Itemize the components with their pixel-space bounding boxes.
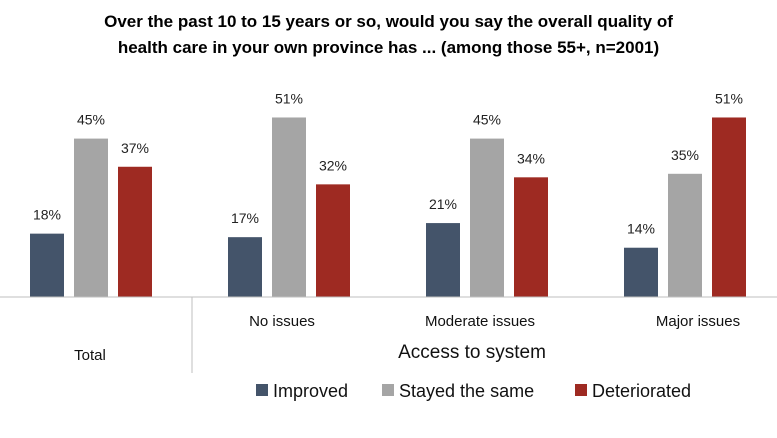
legend-label-improved: Improved: [273, 381, 348, 401]
value-label-total-deteriorated: 37%: [121, 140, 149, 156]
value-label-total-stayed-the-same: 45%: [77, 112, 105, 128]
bar-no-issues-deteriorated: [316, 184, 350, 297]
legend-label-deteriorated: Deteriorated: [592, 381, 691, 401]
bar-major-issues-improved: [624, 247, 658, 297]
bar-major-issues-deteriorated: [712, 117, 746, 297]
value-label-major-issues-improved: 14%: [627, 221, 655, 237]
category-label-moderate-issues: Moderate issues: [425, 313, 535, 330]
value-label-major-issues-deteriorated: 51%: [715, 90, 743, 106]
legend-label-stayed-the-same: Stayed the same: [399, 381, 534, 401]
legend-swatch-deteriorated: [575, 384, 587, 396]
value-label-moderate-issues-stayed-the-same: 45%: [473, 112, 501, 128]
value-label-no-issues-improved: 17%: [231, 210, 259, 226]
bar-moderate-issues-improved: [426, 223, 460, 297]
value-label-major-issues-stayed-the-same: 35%: [671, 147, 699, 163]
bar-major-issues-stayed-the-same: [668, 173, 702, 297]
bar-total-improved: [30, 233, 64, 297]
category-label-no-issues: No issues: [249, 313, 315, 330]
bar-moderate-issues-deteriorated: [514, 177, 548, 297]
value-label-moderate-issues-improved: 21%: [429, 196, 457, 212]
bar-total-stayed-the-same: [74, 138, 108, 297]
chart-title-line-1: Over the past 10 to 15 years or so, woul…: [104, 12, 673, 31]
bar-total-deteriorated: [118, 166, 152, 297]
bars-layer: [30, 117, 746, 297]
value-label-moderate-issues-deteriorated: 34%: [517, 150, 545, 166]
value-labels-layer: 18% 17% 21% 14% 45% 51% 45% 35% 37% 32% 34% 51%: [33, 90, 743, 236]
bar-moderate-issues-stayed-the-same: [470, 138, 504, 297]
value-label-no-issues-deteriorated: 32%: [319, 157, 347, 173]
value-label-total-improved: 18%: [33, 207, 61, 223]
bar-no-issues-improved: [228, 237, 262, 297]
category-label-major-issues: Major issues: [656, 313, 740, 330]
chart-title-line-2: health care in your own province has ...…: [118, 38, 659, 57]
legend-swatch-improved: [256, 384, 268, 396]
category-label-total: Total: [74, 347, 106, 364]
legend: Improved Stayed the same Deteriorated: [256, 381, 691, 401]
x-axis-title: Access to system: [398, 342, 546, 363]
bar-no-issues-stayed-the-same: [272, 117, 306, 297]
value-label-no-issues-stayed-the-same: 51%: [275, 90, 303, 106]
legend-swatch-stayed-the-same: [382, 384, 394, 396]
